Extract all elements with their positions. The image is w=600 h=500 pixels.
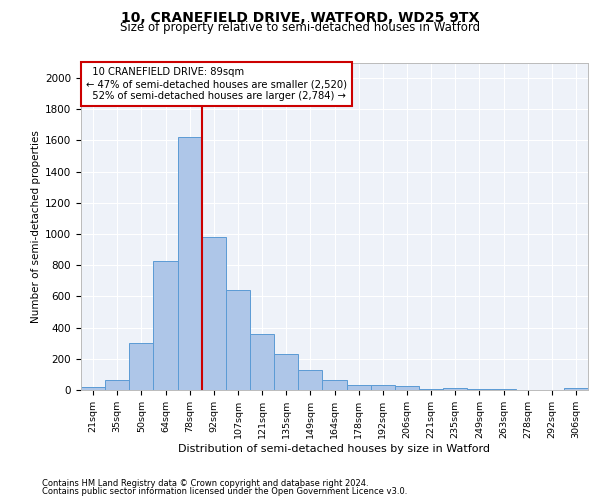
Text: Size of property relative to semi-detached houses in Watford: Size of property relative to semi-detach… xyxy=(120,22,480,35)
Bar xyxy=(371,386,395,390)
Text: 10 CRANEFIELD DRIVE: 89sqm
← 47% of semi-detached houses are smaller (2,520)
  5: 10 CRANEFIELD DRIVE: 89sqm ← 47% of semi… xyxy=(86,68,347,100)
Bar xyxy=(105,380,129,390)
Text: Contains public sector information licensed under the Open Government Licence v3: Contains public sector information licen… xyxy=(42,487,407,496)
Bar xyxy=(81,387,105,390)
Text: Contains HM Land Registry data © Crown copyright and database right 2024.: Contains HM Land Registry data © Crown c… xyxy=(42,478,368,488)
Text: 10, CRANEFIELD DRIVE, WATFORD, WD25 9TX: 10, CRANEFIELD DRIVE, WATFORD, WD25 9TX xyxy=(121,11,479,25)
Bar xyxy=(298,370,322,390)
Bar xyxy=(250,334,274,390)
Bar xyxy=(443,388,467,390)
Bar xyxy=(226,290,250,390)
X-axis label: Distribution of semi-detached houses by size in Watford: Distribution of semi-detached houses by … xyxy=(179,444,491,454)
Bar xyxy=(564,388,588,390)
Bar xyxy=(154,260,178,390)
Bar xyxy=(274,354,298,390)
Y-axis label: Number of semi-detached properties: Number of semi-detached properties xyxy=(31,130,41,322)
Bar xyxy=(419,389,443,390)
Bar xyxy=(347,386,371,390)
Bar xyxy=(467,389,491,390)
Bar xyxy=(178,138,202,390)
Bar xyxy=(395,386,419,390)
Bar xyxy=(129,343,154,390)
Bar xyxy=(322,380,347,390)
Bar xyxy=(202,237,226,390)
Bar xyxy=(491,389,515,390)
